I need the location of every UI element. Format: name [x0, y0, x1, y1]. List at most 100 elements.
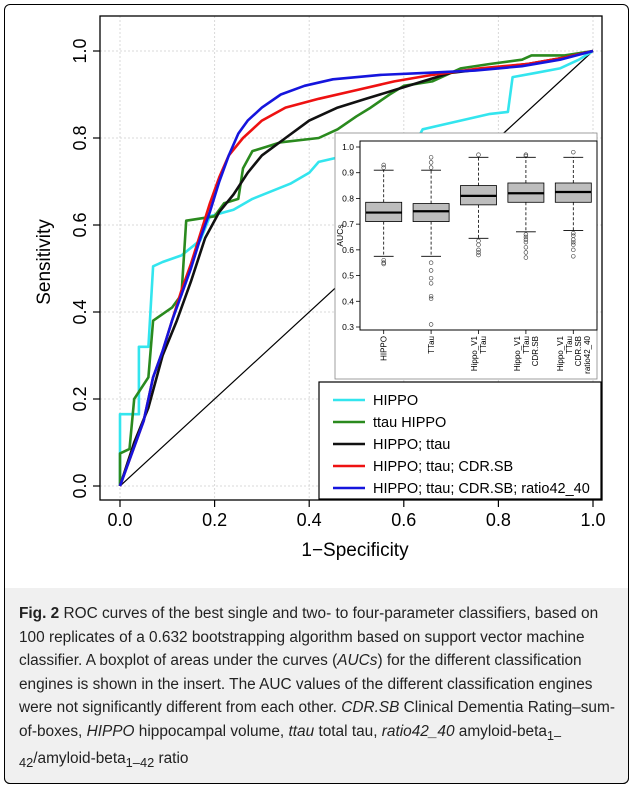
- legend-label: ttau HIPPO: [373, 415, 446, 431]
- inset-y-axis-title: AUCs: [335, 224, 345, 246]
- box-outlier: [428, 160, 434, 165]
- box-outlier: [571, 239, 576, 245]
- inset-y-tick-label: 1.0: [342, 142, 354, 152]
- box-outlier: [571, 254, 576, 259]
- caption-abbr-ratio: ratio42_40: [381, 722, 455, 740]
- figure-label: Fig. 2: [19, 605, 60, 622]
- inset-category-label: TTau: [565, 336, 574, 354]
- caption-text-6: amyloid-beta: [454, 722, 547, 740]
- box-outlier: [428, 260, 434, 265]
- box-outlier: [523, 237, 529, 242]
- box-outlier: [523, 153, 529, 159]
- inset-y-tick-label: 0.9: [342, 168, 354, 178]
- x-tick-label: 1.0: [580, 510, 605, 530]
- box-outlier: [571, 230, 576, 236]
- inset-category-label: Hippo_V1: [513, 335, 522, 371]
- legend-label: HIPPO; ttau: [373, 437, 450, 453]
- caption-abbr-ttau: ttau: [288, 722, 315, 740]
- caption-text-8: ratio: [154, 750, 189, 768]
- box-outlier: [476, 250, 481, 255]
- box-outlier: [523, 234, 529, 240]
- box-outlier: [381, 165, 386, 170]
- box-outlier: [428, 296, 434, 301]
- inset-category-label: Hippo_V1: [556, 335, 565, 371]
- figure-caption: Fig. 2 ROC curves of the best single and…: [19, 602, 619, 775]
- box-outlier: [428, 155, 434, 160]
- legend-box: [318, 381, 602, 500]
- caption-text-2: ) for the different classification engin…: [19, 652, 593, 716]
- box-outlier: [476, 247, 481, 253]
- caption-subscript-2: 1–42: [125, 755, 155, 771]
- box-outlier: [571, 149, 576, 155]
- caption-abbr-cdrsb: CDR.SB: [341, 699, 400, 716]
- box-outlier: [428, 293, 434, 299]
- legend-label: HIPPO; ttau; CDR.SB; ratio42_40: [373, 481, 590, 497]
- y-axis-title: Sensitivity: [34, 219, 55, 305]
- box-outlier: [381, 162, 386, 168]
- box-outlier: [523, 239, 529, 245]
- box-outlier: [428, 281, 434, 286]
- box-outlier: [428, 275, 434, 281]
- legend-label: HIPPO; ttau; CDR.SB: [373, 459, 513, 475]
- inset-y-tick-label: 0.6: [342, 245, 354, 255]
- x-tick-label: 0.8: [486, 510, 511, 530]
- roc-curve-2: [118, 49, 594, 486]
- box-outlier: [476, 242, 481, 247]
- inset-category-label: HIPPO: [380, 336, 389, 361]
- box-outlier: [523, 250, 529, 255]
- caption-text-3: Clinical Dementia Rating–sum-of-boxes,: [19, 699, 615, 740]
- box-outlier: [571, 237, 576, 242]
- y-tick-label: 1.0: [70, 38, 90, 63]
- caption-box: [4, 588, 629, 784]
- box-outlier: [476, 152, 481, 157]
- caption-subscript-1: 1–42: [19, 727, 562, 771]
- box-outlier: [523, 245, 529, 250]
- inset-category-label: CDR.SB: [574, 336, 583, 366]
- roc-curve-1: [118, 49, 594, 486]
- roc-curve-5: [118, 49, 594, 487]
- box-outlier: [428, 165, 434, 170]
- inset-category-label: TTau: [427, 336, 436, 354]
- inset-y-tick-label: 0.4: [342, 296, 354, 306]
- roc-figure: 0.0 0.2 0.4 0.6 0.8 1.0 0.0 0.2 0.4 0.6 0.8 1.0 1−Sp…: [34, 15, 606, 561]
- y-tick-label: 0.6: [70, 212, 90, 237]
- box-outlier: [571, 247, 576, 253]
- x-tick-label: 0.2: [202, 510, 227, 530]
- legend-label: HIPPO: [373, 393, 418, 409]
- x-tick-label: 0.6: [391, 510, 416, 530]
- plot-frame: [99, 15, 603, 501]
- box-outlier: [428, 268, 434, 273]
- x-tick-label: 0.4: [297, 510, 322, 530]
- y-tick-label: 0.4: [70, 299, 90, 324]
- inset-category-label: TTau: [479, 336, 488, 354]
- box-outlier: [428, 322, 434, 327]
- inset-y-tick-label: 0.8: [342, 193, 354, 203]
- inset-category-label: ratio42_40: [583, 335, 592, 373]
- inset-y-tick-label: 0.5: [342, 271, 354, 281]
- inset-category-label: TTau: [522, 336, 531, 354]
- caption-text-7: /amyloid-beta: [33, 750, 126, 768]
- caption-text-1: ROC curves of the best single and two- t…: [19, 605, 599, 669]
- caption-abbr-aucs: AUCs: [337, 652, 378, 669]
- caption-text-4: hippocampal volume,: [134, 722, 289, 740]
- inset-y-tick-label: 0.7: [342, 219, 354, 229]
- box-outlier: [523, 232, 529, 237]
- box-iqr: [412, 203, 450, 222]
- box-outlier: [523, 152, 529, 157]
- box-outlier: [476, 252, 481, 258]
- x-tick-label: 0.0: [107, 510, 132, 530]
- box-outlier: [381, 260, 386, 265]
- y-tick-label: 0.8: [70, 125, 90, 150]
- caption-abbr-hippo: HIPPO: [86, 722, 135, 740]
- y-tick-label: 0.2: [70, 386, 90, 411]
- x-axis-title: 1−Specificity: [301, 540, 409, 561]
- y-tick-label: 0.0: [70, 473, 90, 498]
- box-outlier: [381, 261, 386, 267]
- inset-category-label: CDR.SB: [531, 336, 540, 366]
- inset-category-label: Hippo_V1: [470, 335, 479, 371]
- box-outlier: [571, 242, 576, 247]
- caption-text-5: total tau,: [314, 722, 382, 740]
- box-outlier: [523, 255, 529, 260]
- inset-y-tick-label: 0.3: [342, 322, 354, 332]
